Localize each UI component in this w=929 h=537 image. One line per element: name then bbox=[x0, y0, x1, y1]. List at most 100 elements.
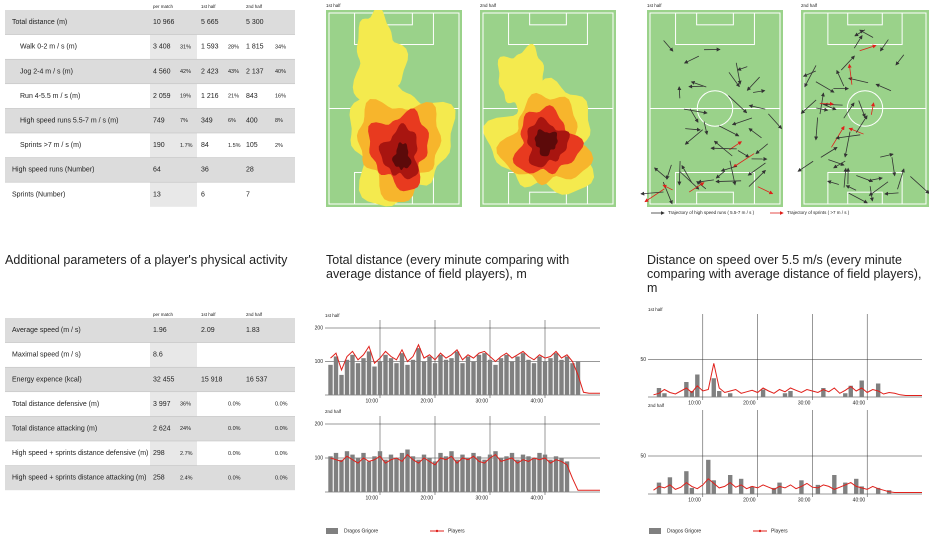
pitch-line bbox=[529, 191, 567, 205]
bar bbox=[788, 391, 793, 397]
x-tick-label: 40:00 bbox=[853, 400, 866, 406]
run-arrow bbox=[804, 65, 817, 88]
run-arrow bbox=[748, 169, 766, 187]
cell-value: 2.09 bbox=[201, 327, 215, 334]
bar bbox=[656, 482, 662, 494]
cell-value: 749 bbox=[153, 118, 165, 125]
pitch-line bbox=[847, 191, 883, 205]
sprint-arrow bbox=[848, 127, 864, 135]
x-tick-label: 40:00 bbox=[530, 495, 543, 501]
bar bbox=[443, 456, 449, 492]
cell-value: 36% bbox=[180, 402, 191, 408]
bar bbox=[531, 363, 537, 395]
cell-value: 1.83 bbox=[246, 327, 260, 334]
sprint-arrow bbox=[859, 44, 877, 52]
bar bbox=[366, 351, 372, 395]
row-label: Total distance (m) bbox=[12, 19, 67, 26]
pitch-line bbox=[529, 12, 567, 26]
cell-value: 0.0% bbox=[228, 426, 241, 432]
legend-label: Dragos Grigore bbox=[667, 528, 701, 534]
bar bbox=[421, 454, 427, 492]
sprint-arrow bbox=[732, 153, 755, 168]
cell-value: 349 bbox=[201, 118, 213, 125]
legend-label: Players bbox=[448, 528, 465, 534]
cell-value: 2.7% bbox=[180, 451, 193, 457]
run-arrow bbox=[797, 160, 814, 172]
pitch-line bbox=[847, 12, 883, 26]
row-label: Walk 0-2 m / s (m) bbox=[20, 44, 77, 51]
row-band bbox=[150, 182, 197, 207]
cell-value: 34% bbox=[275, 44, 286, 50]
run-arrow bbox=[679, 171, 700, 190]
bar bbox=[575, 361, 581, 395]
cell-value: 1 216 bbox=[201, 93, 219, 100]
bar bbox=[372, 456, 377, 492]
run-arrow bbox=[843, 131, 851, 158]
pitch-line bbox=[696, 90, 734, 127]
run-arrow bbox=[747, 162, 766, 176]
bar bbox=[388, 454, 394, 492]
cell-value: 84 bbox=[201, 142, 209, 149]
row-band bbox=[150, 133, 197, 158]
bar bbox=[487, 359, 493, 395]
cell-value: 0.0% bbox=[228, 402, 241, 408]
row-band bbox=[5, 108, 295, 133]
bar bbox=[493, 364, 498, 395]
cell-value: 21% bbox=[228, 94, 239, 100]
bar bbox=[427, 356, 432, 395]
bar bbox=[355, 458, 361, 492]
bar bbox=[394, 363, 399, 395]
sprint-arrow bbox=[644, 188, 665, 203]
bar bbox=[493, 451, 498, 492]
bar bbox=[432, 461, 438, 492]
cell-value: 2 059 bbox=[153, 93, 171, 100]
bar bbox=[875, 383, 881, 397]
bar bbox=[416, 348, 421, 395]
bar bbox=[471, 452, 476, 492]
bar bbox=[410, 456, 416, 492]
y-tick-label: 100 bbox=[315, 455, 324, 461]
cell-value: 298 bbox=[153, 450, 165, 457]
bar bbox=[355, 363, 361, 395]
cell-value: 32 455 bbox=[153, 376, 175, 383]
cell-value: 6 bbox=[201, 191, 205, 198]
row-band bbox=[5, 157, 295, 183]
cell-value: 40% bbox=[275, 69, 286, 75]
bar bbox=[821, 388, 826, 397]
bar bbox=[656, 388, 662, 397]
run-arrow bbox=[735, 62, 742, 85]
run-arrow bbox=[822, 103, 837, 111]
cell-value: 7% bbox=[180, 118, 188, 124]
x-tick-label: 10:00 bbox=[365, 398, 378, 404]
bar bbox=[476, 354, 482, 395]
bar bbox=[526, 456, 531, 492]
cell-value: 6% bbox=[228, 118, 236, 124]
cell-value: 1.5% bbox=[228, 143, 241, 149]
row-label: High speed runs (Number) bbox=[12, 167, 94, 174]
heat-zone bbox=[392, 142, 412, 171]
bar bbox=[711, 378, 716, 397]
row-band bbox=[5, 465, 295, 491]
cell-value: 3 408 bbox=[153, 44, 171, 51]
bar bbox=[377, 451, 383, 492]
bar bbox=[875, 487, 881, 494]
bar bbox=[684, 382, 689, 397]
cell-value: 2 137 bbox=[246, 68, 264, 75]
table-title: Additional parameters of a player's phys… bbox=[5, 253, 288, 267]
bar bbox=[559, 359, 564, 395]
bar bbox=[782, 393, 788, 397]
bar bbox=[476, 456, 482, 492]
row-label: Total distance attacking (m) bbox=[12, 426, 97, 433]
bar bbox=[526, 359, 531, 395]
run-arrow bbox=[855, 115, 868, 133]
run-arrow bbox=[685, 127, 701, 132]
cell-value: 843 bbox=[246, 93, 258, 100]
cell-value: 64 bbox=[153, 167, 161, 174]
series-line bbox=[330, 343, 600, 394]
run-arrow bbox=[715, 171, 725, 179]
legend-label: Players bbox=[771, 528, 788, 534]
bar bbox=[421, 361, 427, 395]
x-tick-label: 20:00 bbox=[743, 400, 756, 406]
bar bbox=[416, 459, 421, 492]
